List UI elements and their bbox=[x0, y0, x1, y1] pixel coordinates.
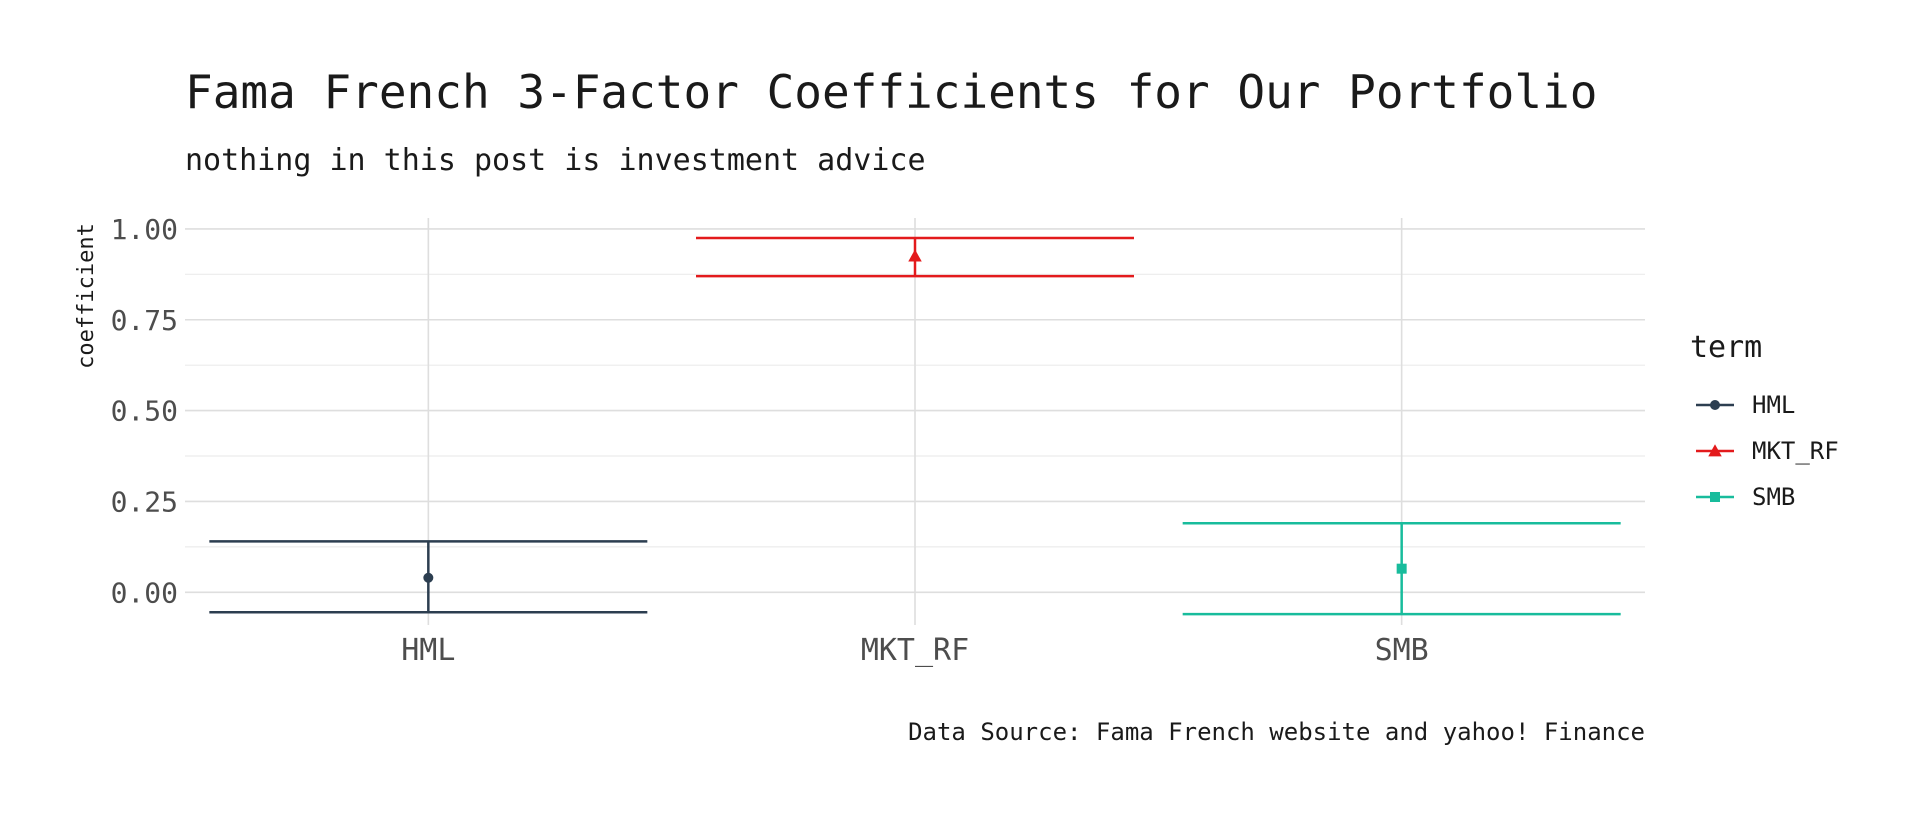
x-tick-label: HML bbox=[401, 633, 455, 668]
legend-label: SMB bbox=[1752, 483, 1795, 511]
data-marks bbox=[209, 236, 1621, 616]
x-tick-label: SMB bbox=[1375, 633, 1429, 668]
y-tick-label: 0.25 bbox=[111, 485, 178, 518]
legend-key-symbol bbox=[1708, 444, 1722, 457]
legend-item-mkt_rf: MKT_RF bbox=[1696, 437, 1839, 465]
legend-key-symbol bbox=[1710, 400, 1720, 410]
y-tick-label: 0.00 bbox=[111, 576, 178, 609]
y-tick-label: 0.50 bbox=[111, 395, 178, 428]
errorbar-hml bbox=[209, 540, 648, 614]
errorbar-smb bbox=[1182, 522, 1621, 616]
legend-label: MKT_RF bbox=[1752, 437, 1839, 465]
legend-item-smb: SMB bbox=[1696, 483, 1795, 511]
y-tick-label: 1.00 bbox=[111, 213, 178, 246]
x-tick-label: MKT_RF bbox=[861, 633, 969, 668]
legend: term HML MKT_RF SMB bbox=[1690, 330, 1839, 511]
legend-label: HML bbox=[1752, 391, 1795, 419]
grid-lines bbox=[185, 218, 1645, 625]
x-axis-ticks: HML MKT_RF SMB bbox=[401, 633, 1429, 668]
chart-subtitle: nothing in this post is investment advic… bbox=[185, 143, 926, 178]
estimate-point bbox=[1396, 563, 1407, 574]
chart-caption: Data Source: Fama French website and yah… bbox=[908, 718, 1645, 746]
y-axis-label: coefficient bbox=[74, 223, 99, 369]
y-axis-ticks: 0.00 0.25 0.50 0.75 1.00 bbox=[111, 213, 178, 609]
errorbar-mkt_rf bbox=[696, 236, 1134, 278]
y-tick-label: 0.75 bbox=[111, 304, 178, 337]
legend-key-symbol bbox=[1710, 492, 1720, 502]
estimate-point bbox=[423, 572, 434, 583]
estimate-point bbox=[908, 249, 922, 262]
chart-title: Fama French 3-Factor Coefficients for Ou… bbox=[185, 65, 1597, 119]
legend-title: term bbox=[1690, 330, 1762, 365]
legend-item-hml: HML bbox=[1696, 391, 1795, 419]
